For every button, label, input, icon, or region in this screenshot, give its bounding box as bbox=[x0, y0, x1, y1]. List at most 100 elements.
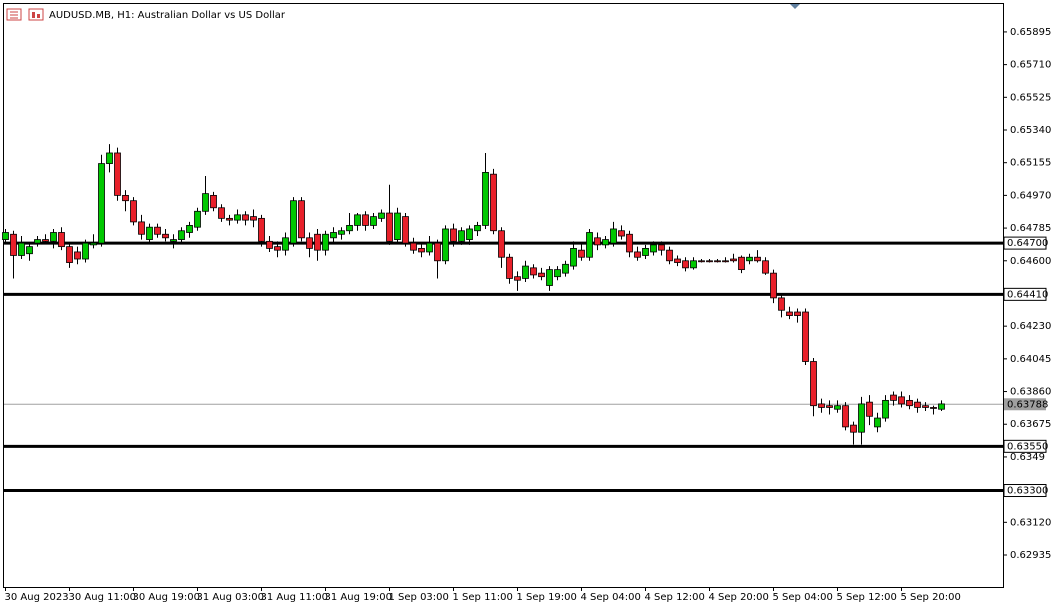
y-tick-label: 0.65340 bbox=[1010, 125, 1051, 136]
icon-bar bbox=[37, 14, 40, 18]
y-tick-label: 0.64230 bbox=[1010, 321, 1051, 332]
toolbar-icons bbox=[6, 8, 44, 21]
candle-body bbox=[322, 233, 329, 251]
candle-body bbox=[114, 152, 121, 196]
candle-body bbox=[442, 228, 449, 262]
candle-body bbox=[186, 225, 193, 233]
candle-body bbox=[682, 260, 689, 269]
candle-body bbox=[698, 260, 705, 263]
candle-body bbox=[522, 265, 529, 279]
candle-body bbox=[274, 246, 281, 251]
candle-body bbox=[738, 256, 745, 271]
candle-body bbox=[18, 242, 25, 256]
candle-body bbox=[474, 225, 481, 232]
candle-body bbox=[826, 405, 833, 408]
y-tick-label: 0.65155 bbox=[1010, 158, 1051, 169]
candle-body bbox=[914, 401, 921, 408]
candle-body bbox=[842, 405, 849, 428]
y-tick-label: 0.64970 bbox=[1010, 190, 1051, 201]
candle-body bbox=[658, 244, 665, 251]
candle-body bbox=[498, 230, 505, 258]
current-price-box bbox=[1004, 398, 1046, 411]
candle-body bbox=[226, 217, 233, 221]
candle-body bbox=[490, 173, 497, 232]
candle-body bbox=[562, 263, 569, 274]
candle-body bbox=[722, 260, 729, 263]
x-tick-label: 5 Sep 04:00 bbox=[773, 592, 833, 602]
x-tick-label: 4 Sep 20:00 bbox=[709, 592, 769, 602]
candle-body bbox=[138, 221, 145, 235]
candle-body bbox=[754, 256, 761, 262]
candle-body bbox=[706, 260, 713, 263]
candle-body bbox=[178, 230, 185, 240]
candle-body bbox=[586, 232, 593, 258]
candle-body bbox=[202, 193, 209, 212]
candle-body bbox=[906, 399, 913, 407]
y-tick-label: 0.65895 bbox=[1010, 27, 1051, 38]
level-label-box bbox=[1003, 484, 1047, 498]
candle-body bbox=[890, 394, 897, 401]
current-price-label: 0.63788 bbox=[1007, 399, 1048, 410]
x-tick-label: 31 Aug 11:00 bbox=[261, 592, 328, 602]
candle-body bbox=[290, 200, 297, 244]
candle-body bbox=[602, 239, 609, 246]
shift-marker[interactable] bbox=[790, 4, 800, 9]
y-tick-label: 0.65710 bbox=[1010, 60, 1051, 71]
candle-body bbox=[594, 237, 601, 246]
candle-body bbox=[154, 226, 161, 235]
x-tick-label: 31 Aug 03:00 bbox=[197, 592, 264, 602]
candle-body bbox=[162, 233, 169, 239]
candle-body bbox=[82, 242, 89, 260]
candle-body bbox=[282, 237, 289, 251]
x-tick-label: 5 Sep 12:00 bbox=[837, 592, 897, 602]
candle-body bbox=[938, 403, 945, 410]
candle-body bbox=[58, 232, 65, 248]
candle-body bbox=[26, 246, 33, 255]
candle-body bbox=[330, 232, 337, 239]
candle-body bbox=[714, 260, 721, 263]
x-tick-label: 31 Aug 19:00 bbox=[325, 592, 392, 602]
candle-body bbox=[458, 230, 465, 242]
candle-body bbox=[530, 267, 537, 276]
level-label: 0.63300 bbox=[1007, 486, 1048, 497]
level-label-box bbox=[1003, 236, 1047, 250]
level-label-box bbox=[1003, 439, 1047, 453]
candle-body bbox=[690, 260, 697, 269]
candle-body bbox=[506, 256, 513, 279]
candle-body bbox=[90, 242, 97, 246]
y-tick-label: 0.62935 bbox=[1010, 550, 1051, 561]
candle-body bbox=[386, 212, 393, 242]
candle-body bbox=[482, 172, 489, 226]
candle-body bbox=[98, 163, 105, 244]
candle-body bbox=[634, 251, 641, 258]
candle-body bbox=[314, 233, 321, 251]
candle-body bbox=[354, 214, 361, 226]
y-tick-label: 0.64785 bbox=[1010, 223, 1051, 234]
candle-body bbox=[210, 194, 217, 209]
candle-body bbox=[674, 258, 681, 263]
candle-body bbox=[786, 311, 793, 316]
candle-body bbox=[106, 152, 113, 164]
candle-body bbox=[218, 207, 225, 219]
level-label: 0.64410 bbox=[1007, 289, 1048, 300]
candle-body bbox=[10, 233, 17, 256]
x-tick-label: 1 Sep 19:00 bbox=[517, 592, 577, 602]
candle-body bbox=[666, 249, 673, 262]
candle-body bbox=[74, 251, 81, 260]
candle-body bbox=[570, 248, 577, 267]
candle-body bbox=[778, 297, 785, 311]
icon-chart[interactable] bbox=[28, 8, 44, 21]
candle-body bbox=[610, 228, 617, 244]
candle-body bbox=[850, 424, 857, 433]
candle-body bbox=[626, 233, 633, 253]
candle-body bbox=[362, 214, 369, 226]
candle-body bbox=[234, 214, 241, 221]
candle-body bbox=[242, 214, 249, 221]
candle-body bbox=[434, 242, 441, 262]
x-tick-label: 30 Aug 11:00 bbox=[69, 592, 136, 602]
candle-body bbox=[794, 311, 801, 316]
candle-body bbox=[50, 232, 57, 242]
candle-body bbox=[922, 405, 929, 408]
x-tick-label: 1 Sep 11:00 bbox=[453, 592, 513, 602]
candle-body bbox=[194, 210, 201, 228]
